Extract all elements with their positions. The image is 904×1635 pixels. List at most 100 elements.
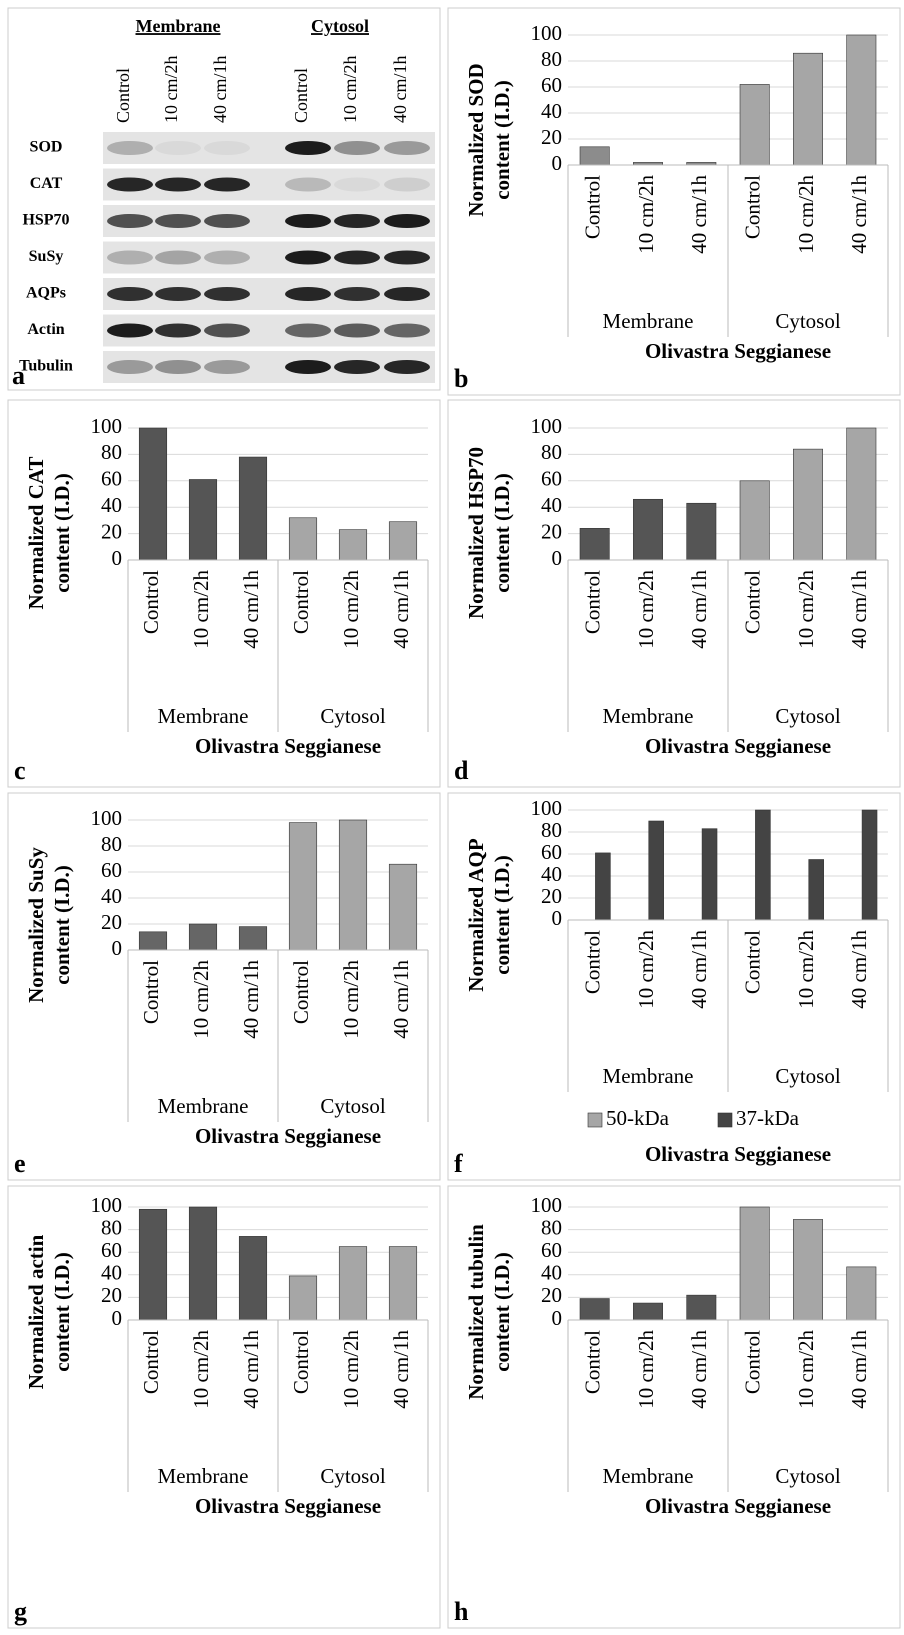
bar [339,530,367,560]
panel-frame [8,793,440,1180]
y-axis-title: content (I.D.) [50,473,74,593]
panel-frame [448,793,900,1180]
bar [755,810,770,920]
bar [289,518,317,560]
blot-band [204,141,250,155]
x-tick-label: 10 cm/2h [634,175,658,254]
blot-band [285,178,331,192]
x-tick-label: 40 cm/1h [389,960,413,1039]
x-axis-title: Olivastra Seggianese [195,734,381,758]
y-tick-label: 0 [112,1306,123,1330]
x-tick-label: 10 cm/2h [634,930,658,1009]
y-tick-label: 80 [541,440,562,464]
y-tick-label: 60 [101,1238,122,1262]
bar [139,1209,167,1320]
y-tick-label: 100 [531,414,563,438]
x-tick-label: 10 cm/2h [634,570,658,649]
x-tick-label: Control [740,930,764,994]
chart-panel: 020406080100Control10 cm/2h40 cm/1hContr… [448,8,900,395]
y-tick-label: 20 [101,910,122,934]
x-tick-label: 40 cm/1h [687,175,711,254]
y-tick-label: 60 [541,840,562,864]
bar [740,1207,769,1320]
blot-band [204,251,250,265]
x-tick-label: Control [139,1330,163,1394]
bar [847,428,876,560]
y-tick-label: 20 [541,519,562,543]
bar [339,1247,367,1320]
x-tick-label: Control [139,960,163,1024]
y-tick-label: 40 [541,493,562,517]
bar [389,864,417,950]
blot-band [334,287,380,301]
bar [189,479,217,560]
bar [289,823,317,950]
y-axis-title: Normalized SuSy [24,847,48,1003]
y-tick-label: 100 [91,1193,123,1217]
blot-band [155,324,201,338]
legend-label: 50-kDa [606,1106,670,1130]
blot-band [107,287,153,301]
y-tick-label: 60 [101,467,122,491]
blot-band [107,178,153,192]
lane-label: 10 cm/2h [340,56,360,124]
blot-band [155,287,201,301]
blot-band [384,287,430,301]
lane-label: Control [113,68,133,123]
y-tick-label: 40 [541,862,562,886]
group-label: Cytosol [320,1094,386,1118]
x-tick-label: 10 cm/2h [189,1330,213,1409]
x-tick-label: 10 cm/2h [794,930,818,1009]
chart-panel: 020406080100Control10 cm/2h40 cm/1hContr… [448,793,900,1180]
blot-band [334,251,380,265]
x-tick-label: 10 cm/2h [794,1330,818,1409]
group-label: Cytosol [320,704,386,728]
y-axis-title: Normalized HSP70 [464,447,488,619]
group-label: Cytosol [775,1464,841,1488]
x-axis-title: Olivastra Seggianese [645,339,831,363]
bar [649,821,664,920]
x-tick-label: 40 cm/1h [847,570,871,649]
y-axis-title: content (I.D.) [490,473,514,593]
blot-band [285,214,331,228]
legend-label: 37-kDa [736,1106,800,1130]
bar [595,853,610,920]
x-tick-label: 40 cm/1h [687,570,711,649]
bar [633,1303,662,1320]
x-tick-label: 40 cm/1h [847,930,871,1009]
y-tick-label: 60 [541,73,562,97]
bar [580,1299,609,1320]
chart-panel: 020406080100Control10 cm/2h40 cm/1hContr… [8,400,440,787]
y-tick-label: 20 [541,1283,562,1307]
blot-band [204,324,250,338]
blot-band [155,178,201,192]
x-axis-title: Olivastra Seggianese [645,1494,831,1518]
bar [580,147,609,165]
bar [702,829,717,920]
panel-letter: e [14,1149,26,1178]
x-tick-label: Control [289,960,313,1024]
blot-band [384,251,430,265]
blot-band [334,360,380,374]
bar [793,53,822,165]
y-axis-title: content (I.D.) [50,1252,74,1372]
bar [239,457,267,560]
panel-letter: g [14,1597,27,1626]
x-tick-label: 10 cm/2h [794,570,818,649]
y-tick-label: 60 [541,467,562,491]
protein-label: Actin [27,321,64,338]
x-tick-label: 40 cm/1h [239,960,263,1039]
x-tick-label: Control [289,1330,313,1394]
blot-band [155,214,201,228]
y-tick-label: 20 [541,125,562,149]
protein-label: SOD [30,139,63,156]
bar [139,428,167,560]
protein-label: Tubulin [19,358,73,375]
bar [862,810,877,920]
protein-label: HSP70 [22,212,69,229]
group-label: Membrane [603,309,694,333]
bar [793,1219,822,1320]
x-tick-label: 10 cm/2h [339,570,363,649]
lane-label: 10 cm/2h [161,56,181,124]
